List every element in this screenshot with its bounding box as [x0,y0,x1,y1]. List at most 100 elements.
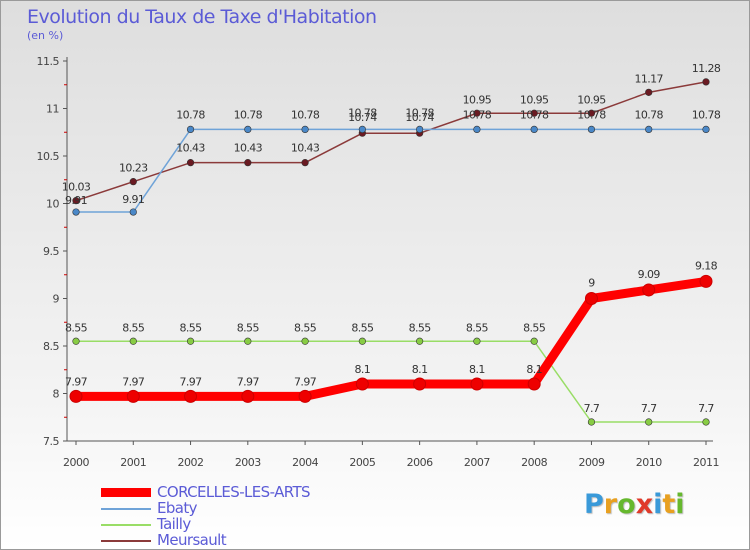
logo-letter: P [584,489,604,520]
data-label: 8.55 [122,321,145,334]
data-point [530,125,538,133]
data-point [301,337,309,345]
data-point [473,337,481,345]
data-point [298,389,312,403]
data-label: 8.55 [351,321,374,334]
logo-letter: i [653,489,663,520]
series-line [75,81,707,202]
data-label: 7.7 [698,402,714,415]
x-tick-label: 2011 [693,456,719,469]
data-point [413,377,427,391]
data-point [527,377,541,391]
data-label: 7.97 [237,375,260,388]
data-point [129,208,137,216]
logo-letter: r [603,489,618,520]
data-point [584,292,598,305]
data-point [241,389,255,403]
y-tick-label: 7.5 [43,435,59,448]
y-tick-label: 11 [46,103,59,116]
y-tick-label: 10 [46,198,59,211]
data-point [587,418,596,426]
data-point [587,125,596,133]
x-tick-label: 2003 [235,456,261,469]
x-tick-label: 2007 [464,456,490,469]
data-point [699,274,713,288]
data-point [416,125,424,133]
data-label: 8.1 [412,363,428,376]
data-label: 10.78 [577,108,606,121]
data-point [358,125,366,133]
data-label: 9.09 [638,268,661,281]
data-label: 10.23 [119,162,148,175]
y-tick-label: 9.5 [43,245,59,258]
legend-swatch-meursault [101,540,151,542]
proxiti-logo: Proxiti [584,489,685,520]
data-label: 9 [588,277,595,290]
data-point [244,125,252,133]
data-label: 10.78 [291,108,320,121]
data-label: 10.78 [463,108,492,121]
legend-label-tailly: Tailly [157,515,191,533]
data-point [702,418,710,426]
data-label: 8.55 [466,321,489,334]
logo-letter: x [635,489,654,520]
data-label: 10.03 [62,181,91,194]
data-point [184,389,198,403]
data-point [470,377,484,391]
data-label: 10.43 [176,142,205,155]
x-tick-label: 2010 [636,456,662,469]
data-point [129,337,137,345]
series-line [75,128,707,213]
data-point [72,208,80,216]
data-point [355,377,369,391]
data-label: 10.43 [291,142,320,155]
data-label: 8.55 [179,321,202,334]
legend-swatch-ebaty [101,508,151,510]
data-label: 10.78 [520,108,549,121]
chart-subtitle: (en %) [27,29,64,42]
data-point [186,337,195,345]
data-point [702,125,710,133]
data-point [645,125,653,133]
x-tick-label: 2005 [349,456,375,469]
x-tick-label: 2000 [63,456,89,469]
data-point [358,337,366,345]
y-tick-label: 11.5 [37,55,60,68]
data-point [530,109,538,117]
data-point [244,337,252,345]
x-tick-label: 2008 [521,456,547,469]
data-point [244,159,252,167]
data-label: 7.97 [65,375,88,388]
data-label: 10.78 [234,108,263,121]
data-point [186,125,195,133]
data-label: 7.97 [122,375,145,388]
data-point [69,389,83,403]
data-label: 10.95 [463,93,492,106]
data-label: 10.43 [234,142,263,155]
y-tick-label: 8 [53,388,60,401]
data-point [126,389,140,403]
data-label: 7.97 [294,375,317,388]
data-point [473,125,481,133]
x-tick-label: 2002 [178,456,204,469]
data-point [530,337,538,345]
legend-swatch-corcelles [101,488,151,497]
y-tick-label: 9 [53,293,60,306]
legend-label-ebaty: Ebaty [157,499,198,517]
data-label: 10.95 [577,93,606,106]
data-label: 7.7 [584,402,600,415]
data-label: 10.78 [176,108,205,121]
y-tick-label: 10.5 [37,150,60,163]
data-label: 9.91 [122,193,144,206]
data-label: 10.78 [405,106,434,119]
data-point [72,197,80,205]
data-label: 10.95 [520,93,549,106]
y-tick-label: 8.5 [43,340,59,353]
data-label: 8.55 [523,321,546,334]
data-label: 8.1 [526,363,542,376]
data-label: 8.55 [409,321,432,334]
data-point [645,88,653,96]
data-label: 11.17 [634,72,663,85]
chart-title: Evolution du Taux de Taxe d'Habitation [27,6,377,28]
